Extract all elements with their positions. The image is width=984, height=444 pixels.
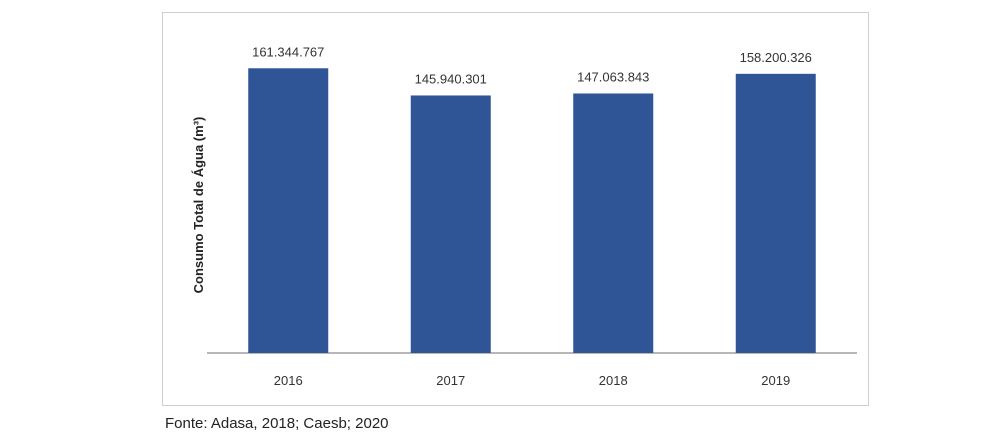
bar-2016	[248, 68, 329, 354]
bar-value-label: 145.940.301	[415, 71, 487, 86]
chart-frame: Consumo Total de Água (m³) 161.344.767 20…	[162, 12, 869, 406]
x-tick-label: 2018	[599, 373, 628, 388]
bar-2018	[573, 93, 654, 353]
bar-chart: Consumo Total de Água (m³) 161.344.767 20…	[191, 44, 857, 388]
bar-2017	[410, 95, 491, 354]
x-tick-label: 2017	[436, 373, 465, 388]
y-axis-label: Consumo Total de Água (m³)	[191, 117, 206, 294]
x-tick-label: 2016	[274, 373, 303, 388]
bar-value-label: 161.344.767	[252, 44, 324, 59]
bar-value-label: 158.200.326	[740, 50, 812, 65]
source-note: Fonte: Adasa, 2018; Caesb; 2020	[165, 415, 389, 432]
bar-value-label: 147.063.843	[577, 69, 649, 84]
x-tick-label: 2019	[761, 373, 790, 388]
bar-2019	[735, 73, 816, 354]
